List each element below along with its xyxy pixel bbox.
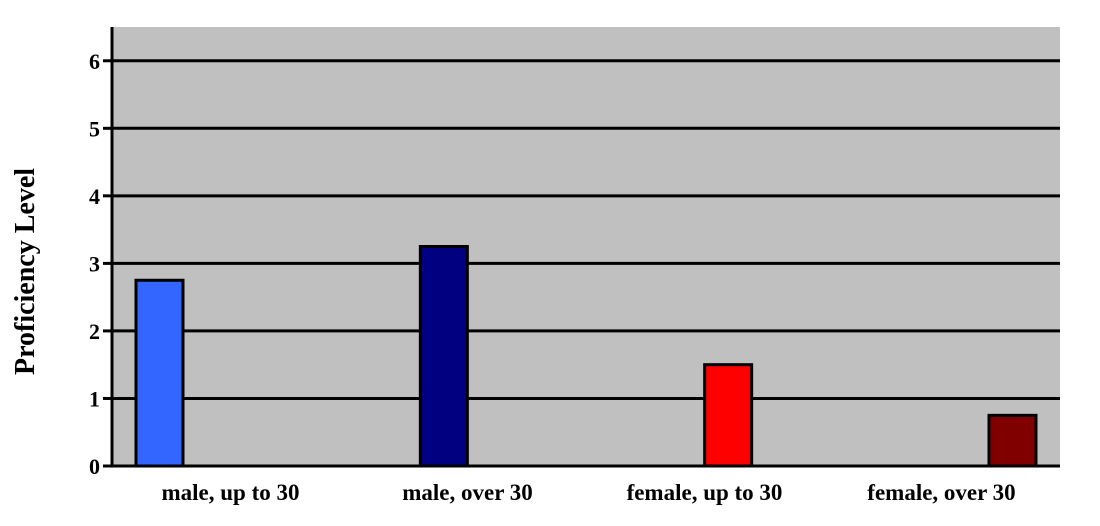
y-tick-label: 1 [89,386,100,411]
y-tick-label: 4 [89,184,100,209]
bar [418,245,469,468]
plot-area [112,27,1060,466]
gridlines [112,59,1060,400]
y-tick-label: 6 [89,49,100,74]
x-category-label: female, over 30 [867,480,1015,505]
x-category-label: female, up to 30 [627,480,783,505]
axes [103,27,1060,468]
y-tick-label: 2 [89,319,100,344]
bars [134,245,1038,468]
x-category-label: male, up to 30 [162,480,300,505]
bar [134,278,185,468]
bar [703,363,754,468]
bar [987,413,1038,468]
x-category-label: male, over 30 [402,480,533,505]
y-tick-labels: 0 1 2 3 4 5 6 [89,49,100,479]
x-category-labels: male, up to 30 male, over 30 female, up to… [162,480,1016,505]
y-axis-title: Proficiency Level [10,168,41,375]
y-tick-label: 5 [89,116,100,141]
y-tick-label: 0 [89,454,100,479]
y-tick-label: 3 [89,251,100,276]
